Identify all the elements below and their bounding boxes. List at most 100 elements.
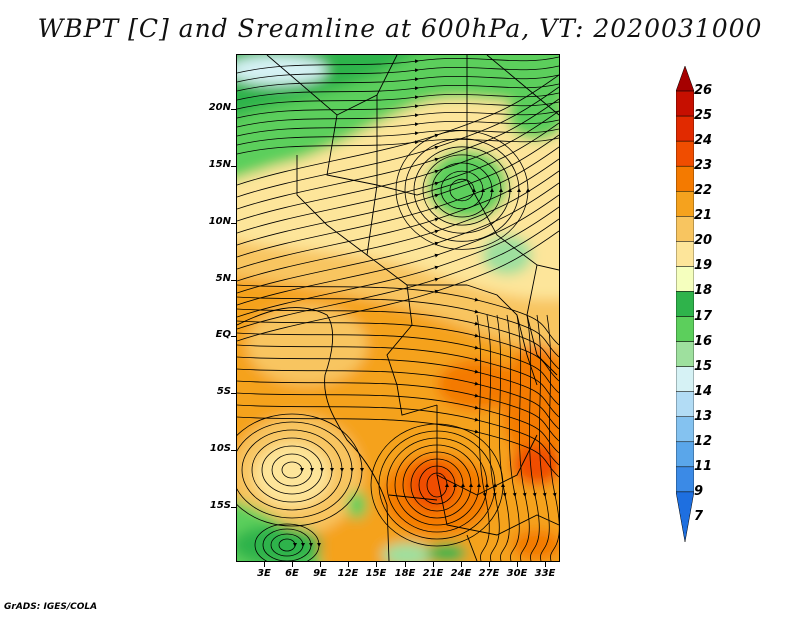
streamline — [278, 538, 297, 552]
streamline — [237, 218, 559, 330]
lat-label: EQ — [215, 329, 231, 340]
colorbar-label: 25 — [694, 108, 713, 124]
streamline — [237, 230, 559, 342]
streamline — [237, 83, 559, 101]
colorbar-label: 20 — [694, 233, 713, 249]
streamline — [237, 332, 559, 394]
streamline — [237, 146, 559, 258]
colorbar-label: 7 — [694, 508, 704, 524]
country-boundary — [296, 155, 368, 256]
colorbar-label: 23 — [694, 158, 713, 174]
streamline — [526, 314, 540, 561]
streamline — [237, 368, 559, 430]
colorbar-swatch — [676, 191, 694, 217]
country-boundary — [466, 284, 538, 386]
lat-label: 15S — [209, 500, 231, 511]
lon-label: 6E — [285, 568, 299, 579]
colorbar-label: 15 — [694, 358, 713, 374]
colorbar-swatch — [676, 165, 694, 192]
colorbar-label: 26 — [694, 83, 713, 99]
streamline — [418, 465, 457, 505]
colorbar — [676, 66, 694, 542]
lon-label: 30E — [506, 568, 528, 579]
lon-label: 33E — [534, 568, 556, 579]
country-boundary — [436, 405, 538, 496]
lon-label: 15E — [365, 568, 387, 579]
lon-label: 18E — [394, 568, 416, 579]
colorbar-label: 19 — [694, 258, 713, 274]
country-boundary — [266, 55, 398, 116]
colorbar-label: 22 — [694, 183, 713, 199]
colorbar-label: 13 — [694, 408, 713, 424]
wbpt-shading — [382, 543, 432, 561]
streamline — [516, 314, 530, 561]
colorbar-swatch — [676, 316, 694, 342]
lat-tick — [231, 280, 236, 281]
streamline — [237, 119, 559, 137]
lat-label: 5S — [216, 386, 231, 397]
lon-tick — [264, 562, 265, 567]
lat-tick — [231, 450, 236, 451]
lon-tick — [489, 562, 490, 567]
streamline — [237, 101, 559, 119]
streamline — [237, 128, 559, 146]
lon-tick — [545, 562, 546, 567]
wbpt-shading — [254, 443, 330, 507]
colorbar-swatch — [676, 341, 694, 367]
wbpt-field — [237, 55, 559, 561]
lon-tick — [320, 562, 321, 567]
streamline — [402, 451, 473, 519]
colorbar-label: 14 — [694, 383, 713, 399]
colorbar-swatch — [676, 466, 694, 493]
streamline — [496, 314, 510, 561]
streamline — [261, 445, 324, 495]
country-boundary — [388, 494, 438, 501]
map-title: WBPT [C] and Sreamline at 600hPa, VT: 20… — [37, 14, 763, 43]
credit-text: GrADS: IGES/COLA — [4, 602, 98, 612]
wbpt-shading — [247, 305, 367, 385]
streamline — [237, 98, 559, 210]
streamline — [237, 344, 559, 406]
country-boundary — [486, 55, 559, 116]
streamline — [395, 130, 530, 250]
country-boundary — [466, 55, 559, 271]
colorbar-label: 17 — [694, 308, 713, 324]
streamline — [237, 110, 559, 128]
lon-tick — [292, 562, 293, 567]
colorbar-swatch — [676, 366, 694, 392]
streamline — [251, 437, 334, 503]
lat-tick — [231, 336, 236, 337]
lon-label: 27E — [478, 568, 500, 579]
country-boundary — [466, 534, 478, 561]
streamline — [449, 178, 476, 202]
streamline — [237, 380, 559, 442]
country-boundary — [376, 95, 468, 196]
colorbar-swatch — [676, 266, 694, 292]
lon-label: 3E — [257, 568, 271, 579]
streamline — [237, 86, 559, 198]
streamline — [536, 314, 550, 561]
colorbar-label: 12 — [694, 433, 713, 449]
streamline — [262, 528, 313, 561]
colorbar-swatch — [676, 140, 694, 167]
lon-label: 24E — [450, 568, 472, 579]
streamline — [476, 314, 490, 561]
streamline — [237, 182, 559, 294]
lon-tick — [433, 562, 434, 567]
colorbar-swatch — [676, 115, 694, 142]
streamline — [254, 523, 321, 561]
wbpt-shading — [512, 530, 559, 560]
country-boundary — [526, 264, 558, 376]
streamline — [486, 314, 500, 561]
streamline — [241, 429, 344, 511]
streamline — [237, 92, 559, 110]
streamline — [237, 392, 559, 454]
streamline — [237, 158, 559, 270]
colorbar-label: 18 — [694, 283, 713, 299]
streamline — [237, 74, 559, 92]
lat-tick — [231, 166, 236, 167]
country-boundary — [237, 307, 390, 561]
streamline — [237, 74, 559, 186]
streamline — [422, 154, 503, 226]
country-boundary — [366, 184, 467, 286]
